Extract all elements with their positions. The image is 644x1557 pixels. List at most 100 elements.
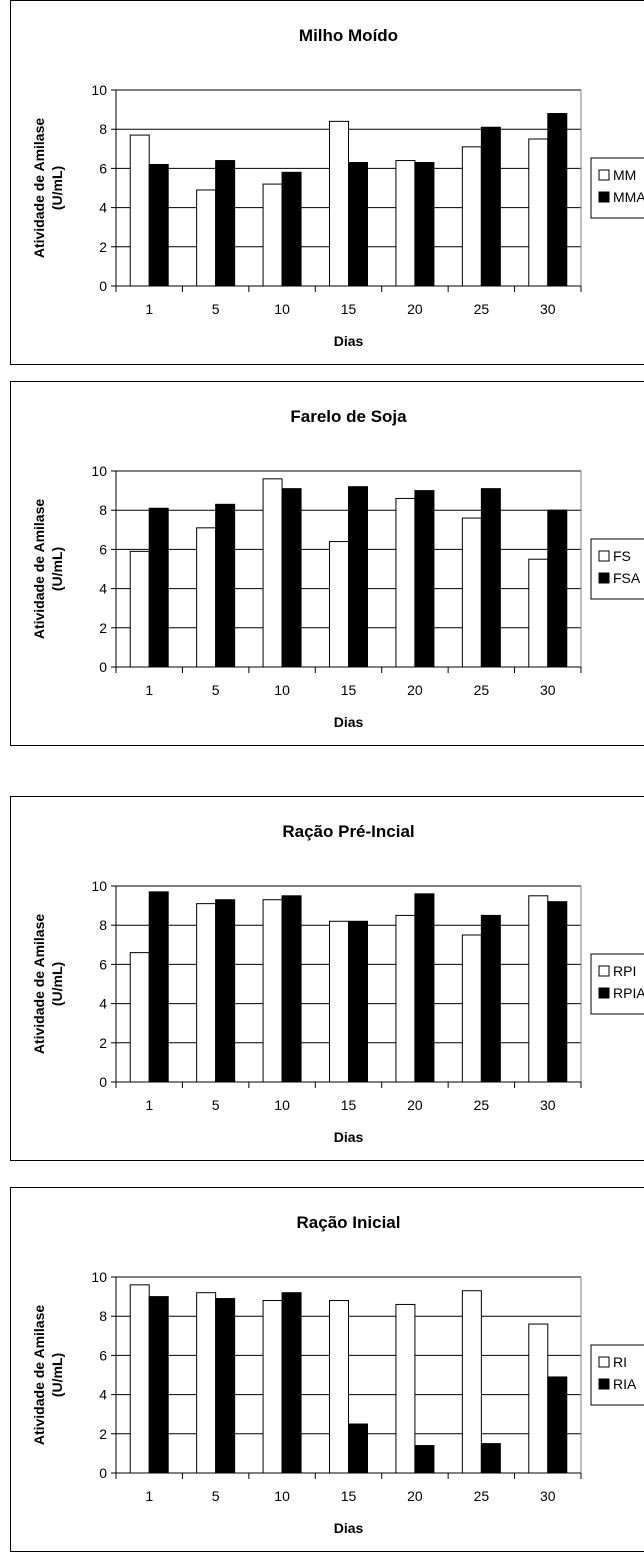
bar-rpia bbox=[480, 914, 501, 1083]
bar-rpi bbox=[461, 934, 482, 1083]
legend-label: FS bbox=[613, 548, 631, 564]
bar-mma bbox=[348, 162, 368, 287]
bar-ri bbox=[329, 1300, 349, 1474]
y-tick-label: 10 bbox=[91, 1269, 107, 1285]
legend-swatch bbox=[598, 191, 610, 203]
y-tick-label: 10 bbox=[91, 463, 107, 479]
x-tick-label: 1 bbox=[145, 301, 153, 317]
x-axis-label: Dias bbox=[334, 1520, 364, 1536]
bar-fs bbox=[329, 541, 349, 668]
chart-panel-racao-inicial: Ração Inicial Atividade de Amilase (U/mL) 0… bbox=[10, 1187, 644, 1552]
y-axis-label-line: Atividade de Amilase bbox=[31, 1305, 47, 1446]
bar-rpia bbox=[547, 901, 568, 1083]
bar-ria bbox=[547, 1376, 568, 1474]
bar-ri bbox=[129, 1284, 150, 1474]
bar-mm bbox=[395, 160, 416, 287]
legend-box bbox=[590, 1344, 644, 1406]
y-tick-label: 2 bbox=[99, 1426, 107, 1442]
x-tick-label: 15 bbox=[341, 682, 357, 698]
y-tick-label: 4 bbox=[99, 581, 107, 597]
bar-rpi bbox=[196, 903, 217, 1083]
y-tick-label: 8 bbox=[99, 502, 107, 518]
x-tick-label: 25 bbox=[474, 682, 490, 698]
bar-fs bbox=[196, 527, 217, 668]
bar-fs bbox=[129, 550, 150, 668]
y-axis-label: Atividade de Amilase (U/mL) bbox=[31, 914, 65, 1055]
chart-svg: Farelo de Soja Atividade de Amilase (U/mL)… bbox=[31, 407, 644, 730]
x-tick-label: 25 bbox=[474, 1488, 490, 1504]
chart-title: Farelo de Soja bbox=[290, 407, 407, 426]
y-axis-label-line: Atividade de Amilase bbox=[31, 914, 47, 1055]
x-tick-label: 20 bbox=[407, 1097, 423, 1113]
x-tick-label: 15 bbox=[341, 301, 357, 317]
bar-fsa bbox=[215, 503, 236, 668]
bar-fsa bbox=[547, 509, 568, 668]
y-tick-label: 2 bbox=[99, 620, 107, 636]
bar-ri bbox=[196, 1292, 217, 1474]
legend-swatch bbox=[598, 550, 610, 562]
bar-fs bbox=[395, 497, 416, 668]
x-tick-label: 5 bbox=[212, 1488, 220, 1504]
y-tick-label: 10 bbox=[91, 82, 107, 98]
bar-rpia bbox=[348, 920, 368, 1083]
legend-label: RIA bbox=[613, 1376, 637, 1392]
x-tick-label: 15 bbox=[341, 1097, 357, 1113]
y-tick-label: 0 bbox=[99, 659, 107, 675]
legend-swatch bbox=[598, 1378, 610, 1390]
legend-label: MM bbox=[613, 167, 636, 183]
x-tick-label: 30 bbox=[540, 1097, 556, 1113]
y-tick-label: 10 bbox=[91, 878, 107, 894]
y-axis-label: Atividade de Amilase (U/mL) bbox=[31, 118, 65, 259]
bar-rpia bbox=[215, 899, 236, 1083]
y-tick-label: 6 bbox=[99, 1347, 107, 1363]
bar-mm bbox=[262, 183, 283, 287]
y-axis-label-line: (U/mL) bbox=[49, 166, 65, 210]
y-axis-label-line: (U/mL) bbox=[49, 547, 65, 591]
bar-ri bbox=[395, 1303, 416, 1474]
bar-mma bbox=[281, 171, 302, 287]
legend-label: RPI bbox=[613, 963, 636, 979]
chart-svg: Ração Pré-Incial Atividade de Amilase (U/m… bbox=[31, 822, 644, 1145]
y-tick-label: 8 bbox=[99, 1308, 107, 1324]
bar-mm bbox=[461, 146, 482, 287]
bar-rpi bbox=[129, 952, 150, 1083]
y-axis-label-line: (U/mL) bbox=[49, 1353, 65, 1397]
bar-rpi bbox=[262, 899, 283, 1083]
chart-title: Ração Pré-Incial bbox=[282, 822, 414, 841]
x-tick-label: 30 bbox=[540, 301, 556, 317]
bar-ria bbox=[480, 1443, 501, 1474]
bar-rpia bbox=[148, 891, 169, 1083]
bar-mma bbox=[480, 126, 501, 287]
bar-ri bbox=[262, 1300, 283, 1474]
bar-fs bbox=[262, 478, 283, 668]
x-tick-label: 30 bbox=[540, 682, 556, 698]
x-axis-label: Dias bbox=[334, 714, 364, 730]
bar-rpi bbox=[528, 895, 549, 1083]
bar-ri bbox=[461, 1290, 482, 1474]
x-tick-label: 20 bbox=[407, 301, 423, 317]
chart-svg: Ração Inicial Atividade de Amilase (U/mL) 0… bbox=[31, 1213, 644, 1536]
bar-ria bbox=[281, 1292, 302, 1474]
bar-fs bbox=[528, 558, 549, 668]
legend-box bbox=[590, 157, 644, 219]
legend-box bbox=[590, 538, 644, 600]
legend-label: MMA bbox=[613, 189, 644, 205]
x-tick-label: 30 bbox=[540, 1488, 556, 1504]
y-axis-label: Atividade de Amilase (U/mL) bbox=[31, 1305, 65, 1446]
bar-mm bbox=[329, 120, 349, 287]
x-tick-label: 15 bbox=[341, 1488, 357, 1504]
y-tick-label: 0 bbox=[99, 1465, 107, 1481]
bar-fs bbox=[461, 517, 482, 668]
bar-mma bbox=[414, 162, 435, 287]
bar-rpia bbox=[281, 895, 302, 1083]
bar-ria bbox=[148, 1296, 169, 1474]
bar-fsa bbox=[480, 488, 501, 668]
bar-fsa bbox=[281, 488, 302, 668]
y-axis-label-line: Atividade de Amilase bbox=[31, 118, 47, 259]
bar-ria bbox=[414, 1445, 435, 1474]
chart-title: Milho Moído bbox=[299, 26, 398, 45]
x-tick-label: 10 bbox=[274, 682, 290, 698]
x-tick-label: 5 bbox=[212, 682, 220, 698]
chart-panel-milho-moido: Milho Moído Atividade de Amilase (U/mL) 0 2 4… bbox=[10, 0, 644, 365]
x-tick-label: 10 bbox=[274, 1097, 290, 1113]
